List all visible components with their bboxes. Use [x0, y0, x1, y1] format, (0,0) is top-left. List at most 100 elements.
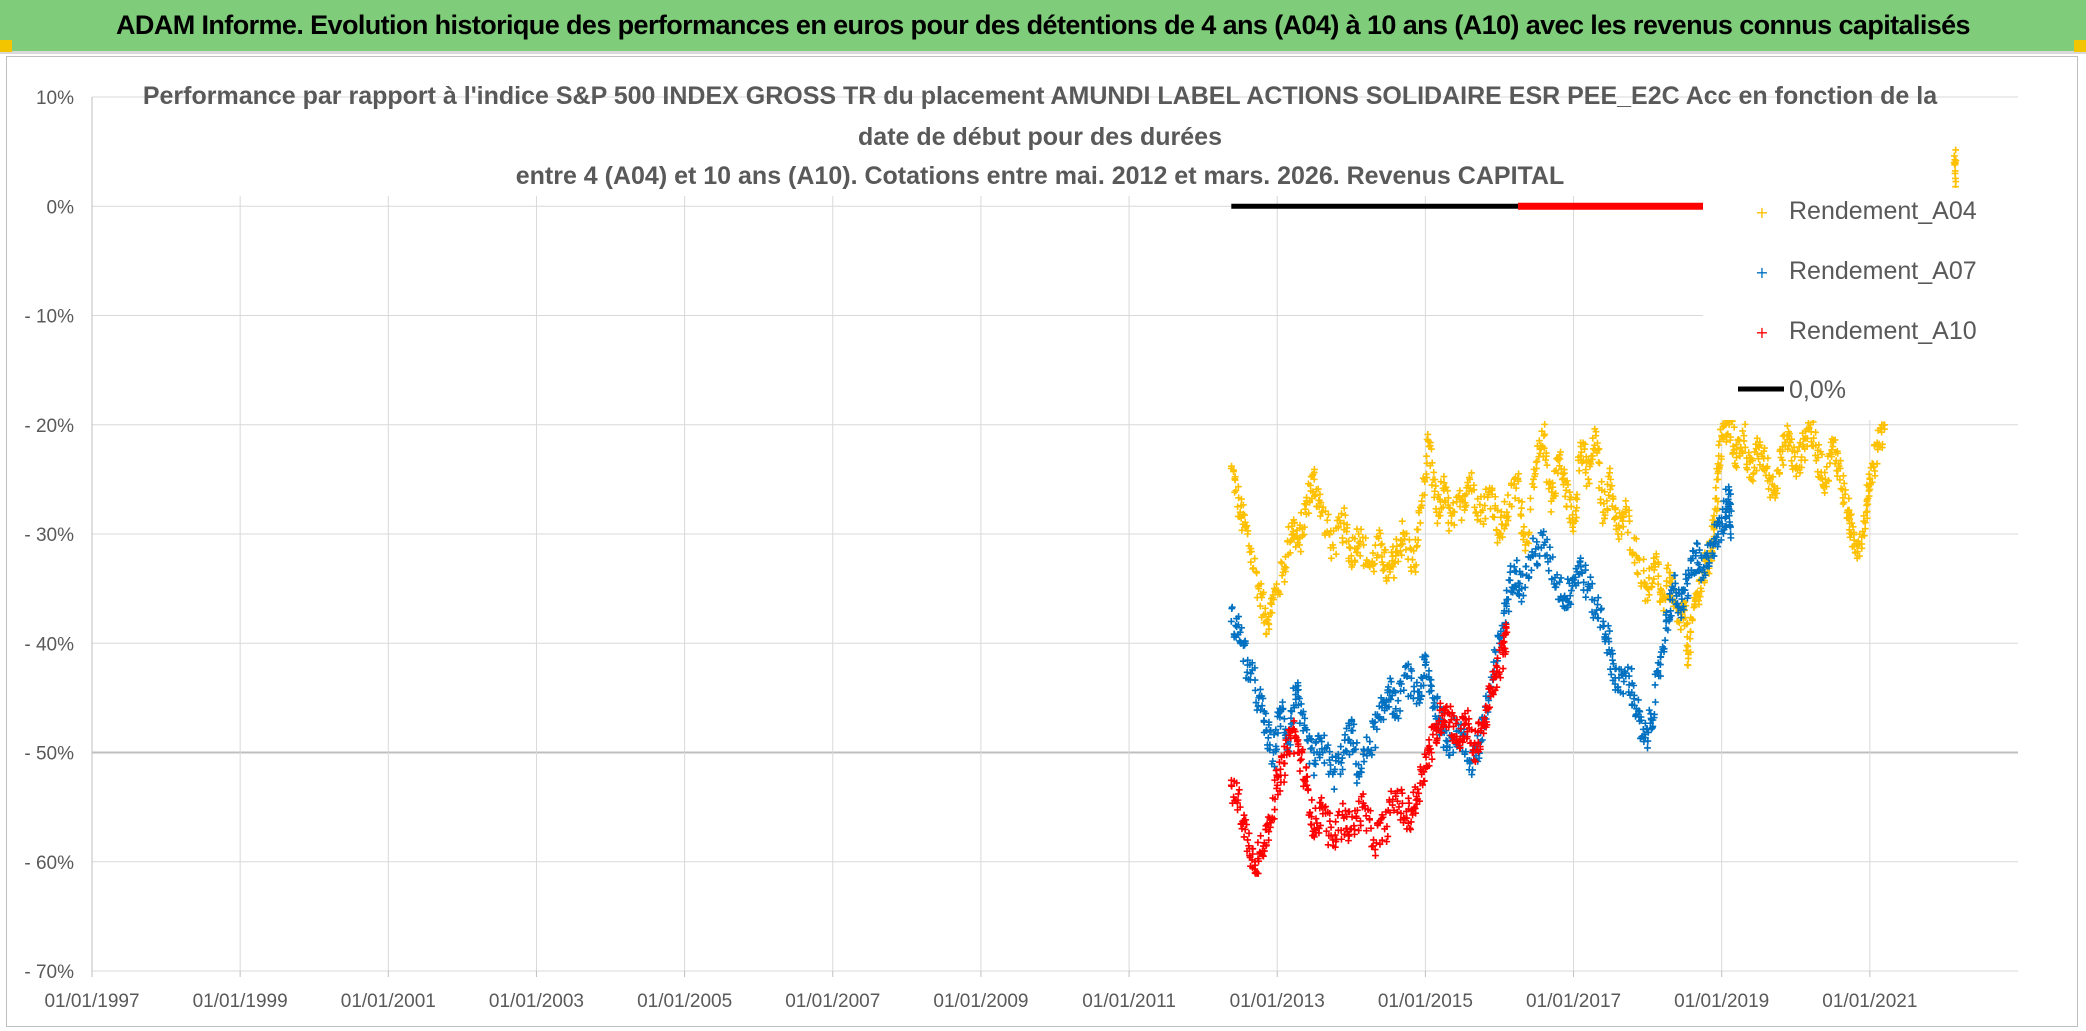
data-point — [1423, 474, 1431, 481]
data-point — [1281, 771, 1289, 779]
data-point — [1683, 642, 1691, 649]
data-point — [1228, 782, 1236, 790]
data-point — [1319, 749, 1327, 756]
data-point — [1238, 495, 1245, 503]
data-point — [1503, 602, 1511, 610]
data-point — [1459, 738, 1467, 746]
data-point — [1247, 548, 1255, 555]
data-point — [1726, 436, 1734, 444]
data-point — [1733, 445, 1741, 453]
data-point — [1798, 464, 1806, 471]
data-point — [1375, 534, 1383, 542]
data-point — [1845, 526, 1853, 534]
data-point — [1308, 736, 1316, 744]
data-point — [1705, 562, 1713, 570]
data-point — [1533, 538, 1541, 546]
data-point — [1233, 779, 1241, 787]
data-point — [1725, 490, 1733, 498]
data-point — [1245, 829, 1253, 837]
data-point — [1404, 660, 1412, 668]
data-point — [1326, 531, 1334, 538]
data-point — [1394, 714, 1402, 722]
data-point — [1748, 455, 1755, 462]
data-point — [1412, 809, 1420, 817]
data-point — [1502, 623, 1510, 631]
data-point — [1730, 423, 1738, 431]
x-tick-label: 01/01/2005 — [637, 991, 732, 1012]
data-point — [1587, 460, 1595, 468]
data-point — [1502, 522, 1510, 529]
data-point — [1786, 430, 1793, 438]
data-point — [1460, 721, 1468, 729]
data-point — [1362, 812, 1370, 820]
data-point — [1721, 514, 1729, 522]
data-point — [1422, 658, 1430, 666]
data-point — [1839, 494, 1847, 502]
data-point — [1599, 519, 1607, 527]
data-point — [1343, 521, 1351, 529]
x-tick-label: 01/01/1997 — [44, 991, 139, 1012]
data-point — [1449, 749, 1457, 756]
data-point — [1301, 714, 1309, 722]
data-point — [1232, 487, 1240, 495]
data-point — [1543, 551, 1551, 559]
data-point — [1773, 484, 1781, 492]
data-point — [1276, 787, 1284, 795]
data-point — [1420, 682, 1427, 689]
data-point — [1413, 679, 1421, 686]
data-point — [1950, 152, 1958, 160]
data-point — [1504, 491, 1512, 499]
data-point — [1434, 725, 1442, 732]
data-point — [1290, 717, 1298, 725]
data-point — [1715, 441, 1723, 449]
data-point — [1522, 563, 1530, 570]
data-point — [1433, 519, 1441, 527]
data-point — [1378, 558, 1386, 566]
data-point — [1290, 519, 1298, 527]
data-point — [1529, 535, 1537, 542]
data-point — [1525, 539, 1532, 547]
data-point — [1557, 574, 1565, 582]
data-point — [1450, 521, 1458, 529]
data-point — [1671, 580, 1679, 587]
data-point — [1573, 491, 1581, 498]
data-point — [1431, 476, 1439, 483]
data-point — [1371, 744, 1379, 751]
data-point — [1865, 492, 1873, 500]
data-point — [1474, 516, 1481, 524]
corner-mark-right — [2074, 40, 2086, 52]
data-point — [1296, 767, 1304, 775]
series-rendementa10 — [1227, 620, 1511, 877]
data-point — [1390, 574, 1398, 582]
data-point — [1251, 664, 1259, 672]
data-point — [1594, 439, 1601, 447]
data-point — [1288, 708, 1296, 715]
data-point — [1297, 755, 1305, 763]
data-point — [1265, 625, 1273, 633]
data-point — [1271, 763, 1278, 770]
data-point — [1428, 749, 1435, 757]
data-point — [1423, 452, 1430, 460]
data-point — [1607, 475, 1614, 483]
data-point — [1624, 529, 1632, 536]
data-point — [1543, 536, 1551, 543]
data-point — [1392, 535, 1400, 543]
data-point — [1650, 714, 1658, 722]
data-point — [1375, 526, 1383, 534]
data-point — [1495, 668, 1503, 676]
data-point — [1951, 160, 1959, 168]
data-point — [1590, 597, 1598, 604]
data-point — [1251, 686, 1259, 694]
data-point — [1399, 799, 1406, 807]
legend-item-a10: + Rendement_A10 — [1755, 317, 1976, 345]
data-point — [1598, 478, 1606, 486]
data-point — [1552, 490, 1560, 497]
data-point — [1273, 580, 1280, 588]
data-point — [1486, 703, 1494, 711]
data-point — [1710, 552, 1718, 560]
data-point — [1494, 539, 1501, 547]
data-point — [1604, 506, 1612, 514]
x-tick-label: 01/01/2017 — [1526, 991, 1621, 1012]
data-point — [1369, 842, 1377, 850]
data-point — [1735, 436, 1742, 443]
